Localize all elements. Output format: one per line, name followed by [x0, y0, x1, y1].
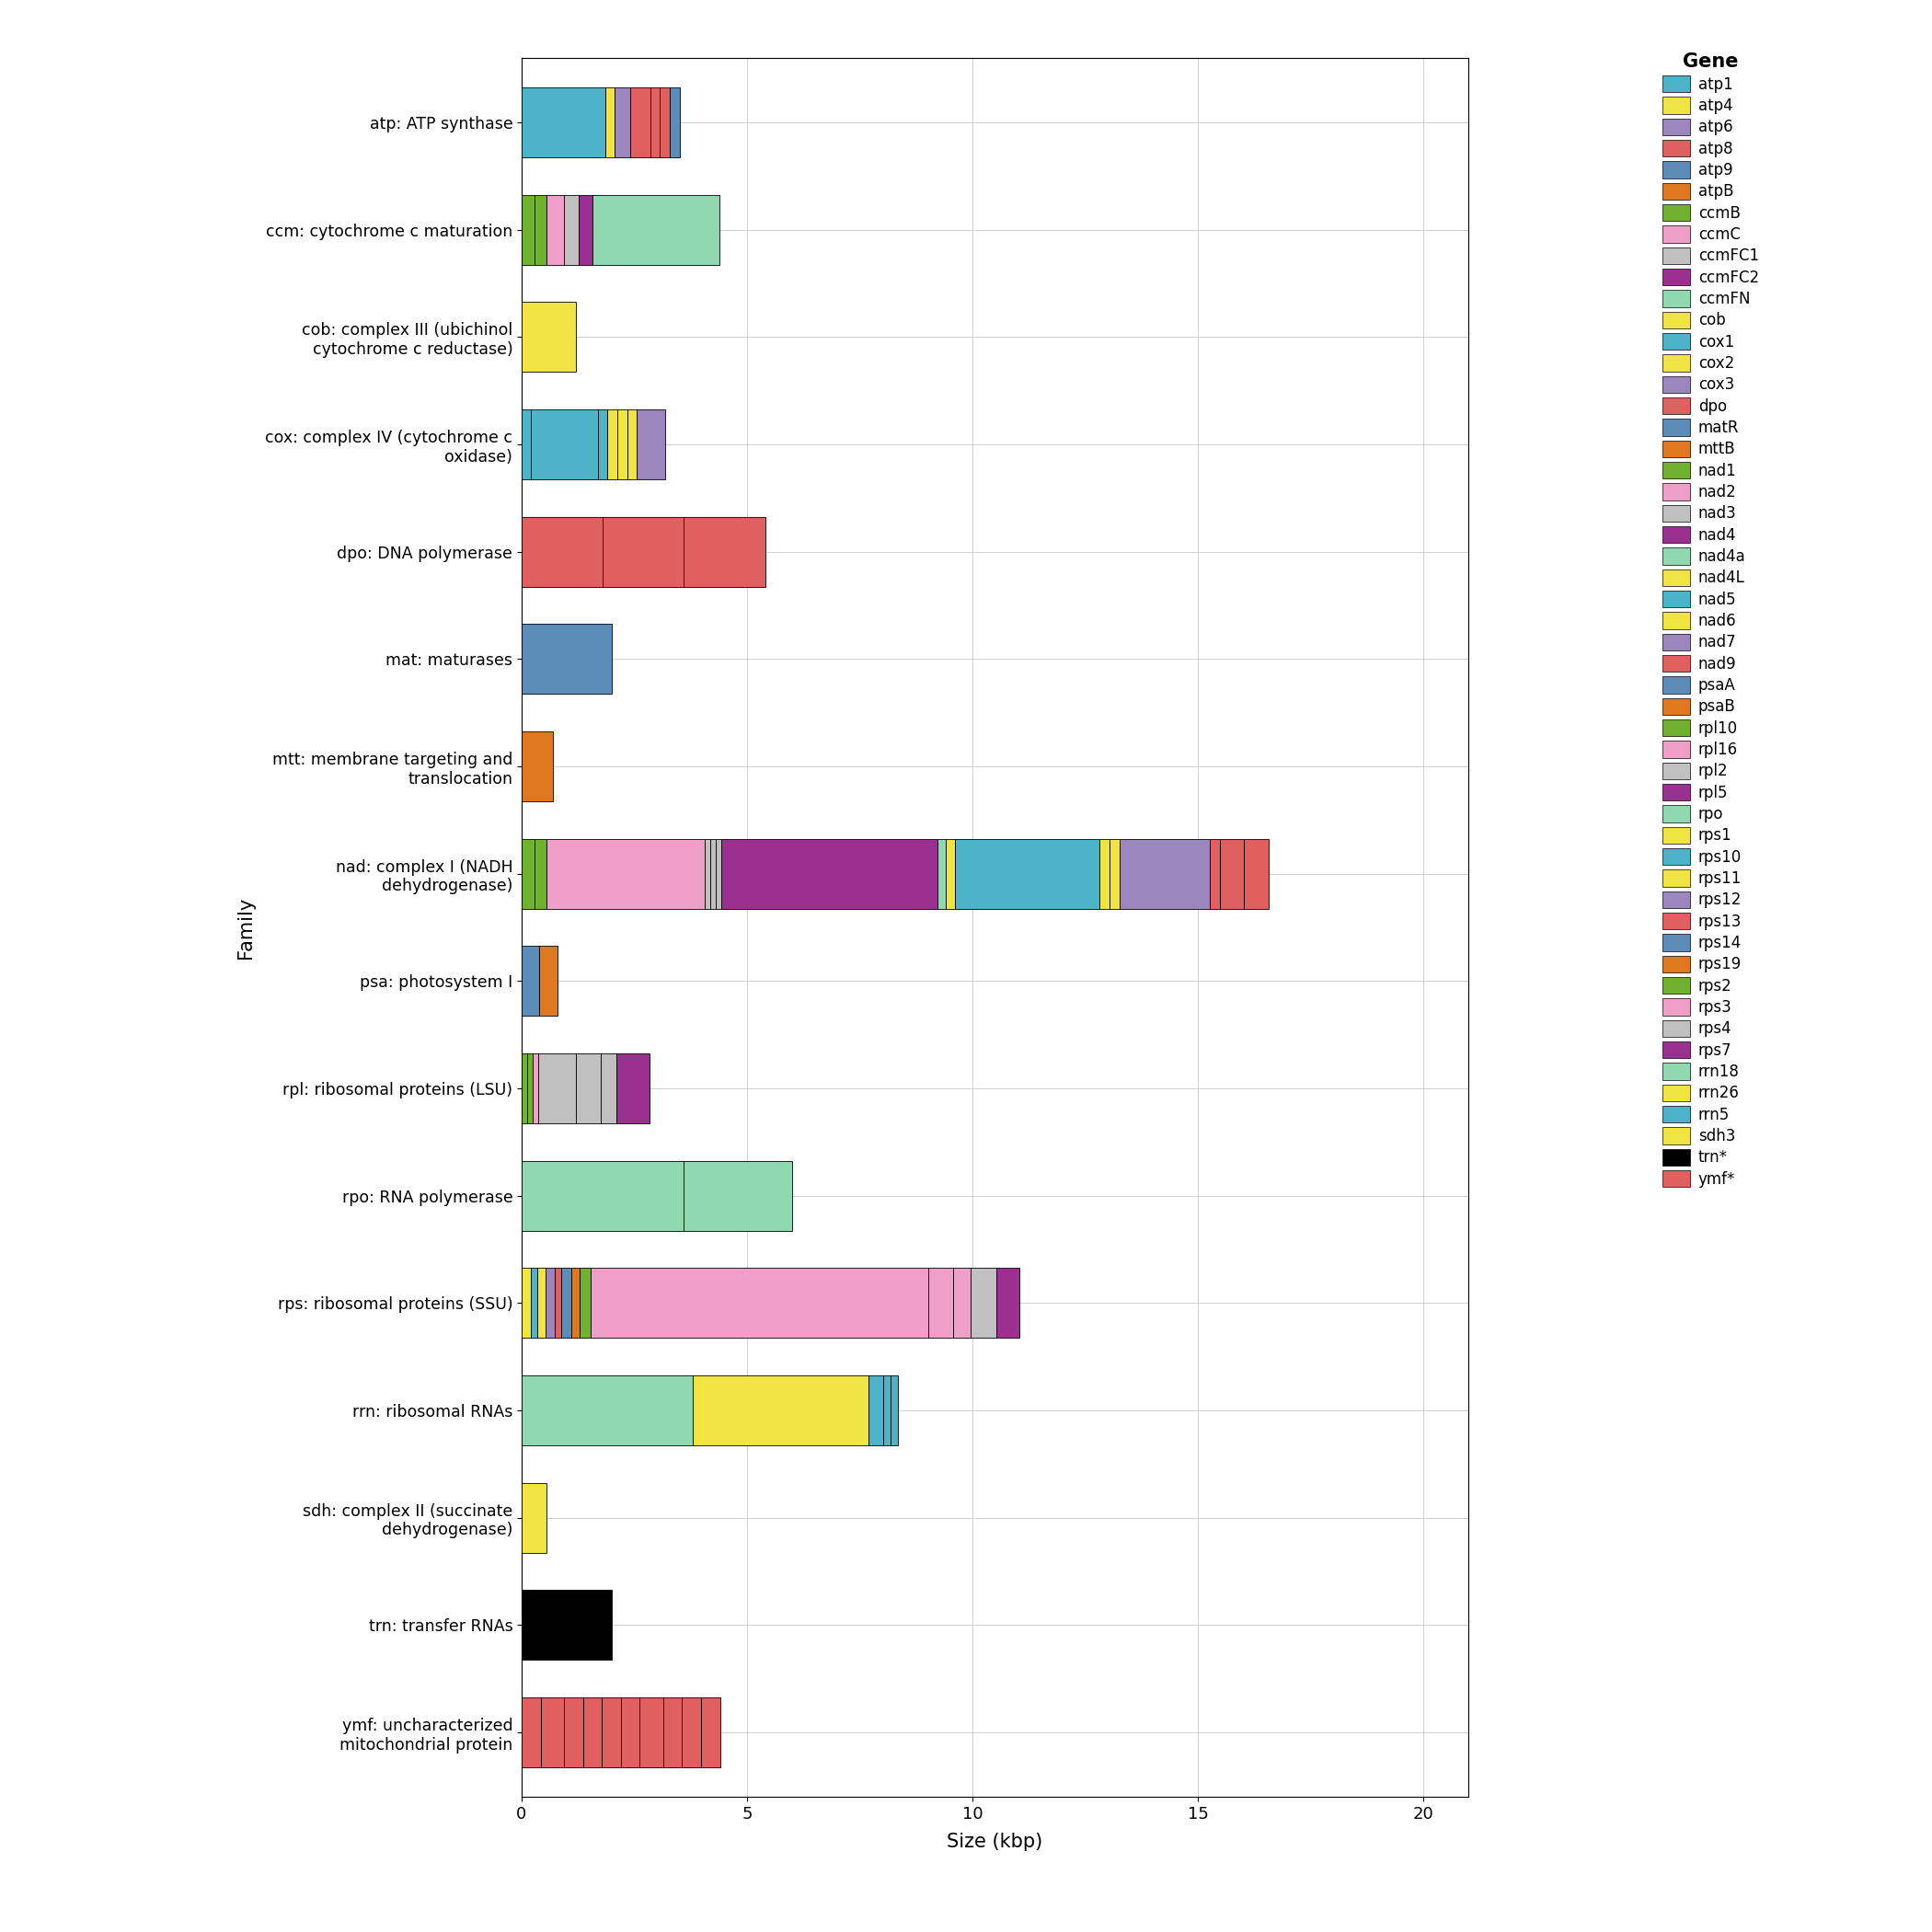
- Bar: [630, 87, 649, 156]
- Bar: [929, 1267, 954, 1337]
- Bar: [545, 1267, 554, 1337]
- Bar: [522, 732, 553, 802]
- Bar: [603, 1698, 620, 1768]
- Bar: [535, 195, 547, 265]
- Bar: [527, 1053, 533, 1122]
- Bar: [593, 195, 719, 265]
- Bar: [605, 87, 614, 156]
- Bar: [891, 1376, 898, 1445]
- Bar: [599, 410, 607, 479]
- Bar: [721, 838, 937, 908]
- Bar: [562, 1267, 572, 1337]
- Bar: [533, 1053, 537, 1122]
- Bar: [937, 838, 945, 908]
- Bar: [541, 1698, 564, 1768]
- Bar: [620, 1698, 639, 1768]
- Bar: [614, 87, 630, 156]
- Bar: [522, 87, 605, 156]
- Bar: [684, 1161, 792, 1231]
- Bar: [522, 1053, 527, 1122]
- Legend: atp1, atp4, atp6, atp8, atp9, atpB, ccmB, ccmC, ccmFC1, ccmFC2, ccmFN, cob, cox1: atp1, atp4, atp6, atp8, atp9, atpB, ccmB…: [1658, 48, 1764, 1192]
- Bar: [522, 1161, 684, 1231]
- Bar: [711, 838, 715, 908]
- Bar: [603, 516, 684, 587]
- Bar: [954, 1267, 970, 1337]
- Bar: [537, 1267, 545, 1337]
- Bar: [572, 1267, 580, 1337]
- Bar: [576, 1053, 601, 1122]
- Bar: [628, 410, 638, 479]
- Bar: [537, 1053, 576, 1122]
- Bar: [522, 301, 576, 371]
- Bar: [705, 838, 711, 908]
- Bar: [522, 1590, 612, 1660]
- Bar: [663, 1698, 682, 1768]
- Bar: [670, 87, 680, 156]
- Bar: [1244, 838, 1269, 908]
- Bar: [547, 838, 705, 908]
- Bar: [522, 1698, 541, 1768]
- Bar: [522, 838, 535, 908]
- Bar: [601, 1053, 616, 1122]
- Bar: [661, 87, 670, 156]
- X-axis label: Size (kbp): Size (kbp): [947, 1832, 1043, 1851]
- Bar: [578, 195, 593, 265]
- Bar: [997, 1267, 1020, 1337]
- Bar: [616, 1053, 649, 1122]
- Bar: [535, 838, 547, 908]
- Bar: [522, 410, 531, 479]
- Bar: [591, 1267, 929, 1337]
- Bar: [583, 1698, 603, 1768]
- Bar: [684, 516, 765, 587]
- Bar: [682, 1698, 701, 1768]
- Bar: [522, 1376, 694, 1445]
- Bar: [638, 410, 665, 479]
- Bar: [1209, 838, 1219, 908]
- Bar: [616, 410, 628, 479]
- Bar: [554, 1267, 562, 1337]
- Bar: [883, 1376, 891, 1445]
- Bar: [649, 87, 661, 156]
- Bar: [1099, 838, 1109, 908]
- Bar: [522, 1267, 531, 1337]
- Bar: [564, 1698, 583, 1768]
- Bar: [970, 1267, 997, 1337]
- Bar: [639, 1698, 663, 1768]
- Bar: [522, 624, 612, 694]
- Bar: [869, 1376, 883, 1445]
- Bar: [715, 838, 721, 908]
- Bar: [547, 195, 564, 265]
- Bar: [531, 1267, 537, 1337]
- Bar: [522, 1484, 547, 1553]
- Bar: [531, 410, 599, 479]
- Bar: [522, 516, 603, 587]
- Bar: [945, 838, 954, 908]
- Bar: [539, 947, 558, 1016]
- Bar: [954, 838, 1099, 908]
- Bar: [564, 195, 578, 265]
- Y-axis label: Family: Family: [236, 896, 255, 958]
- Bar: [580, 1267, 591, 1337]
- Bar: [694, 1376, 869, 1445]
- Bar: [522, 195, 535, 265]
- Bar: [522, 947, 539, 1016]
- Bar: [701, 1698, 721, 1768]
- Bar: [1219, 838, 1244, 908]
- Bar: [607, 410, 616, 479]
- Bar: [1109, 838, 1119, 908]
- Bar: [1119, 838, 1209, 908]
